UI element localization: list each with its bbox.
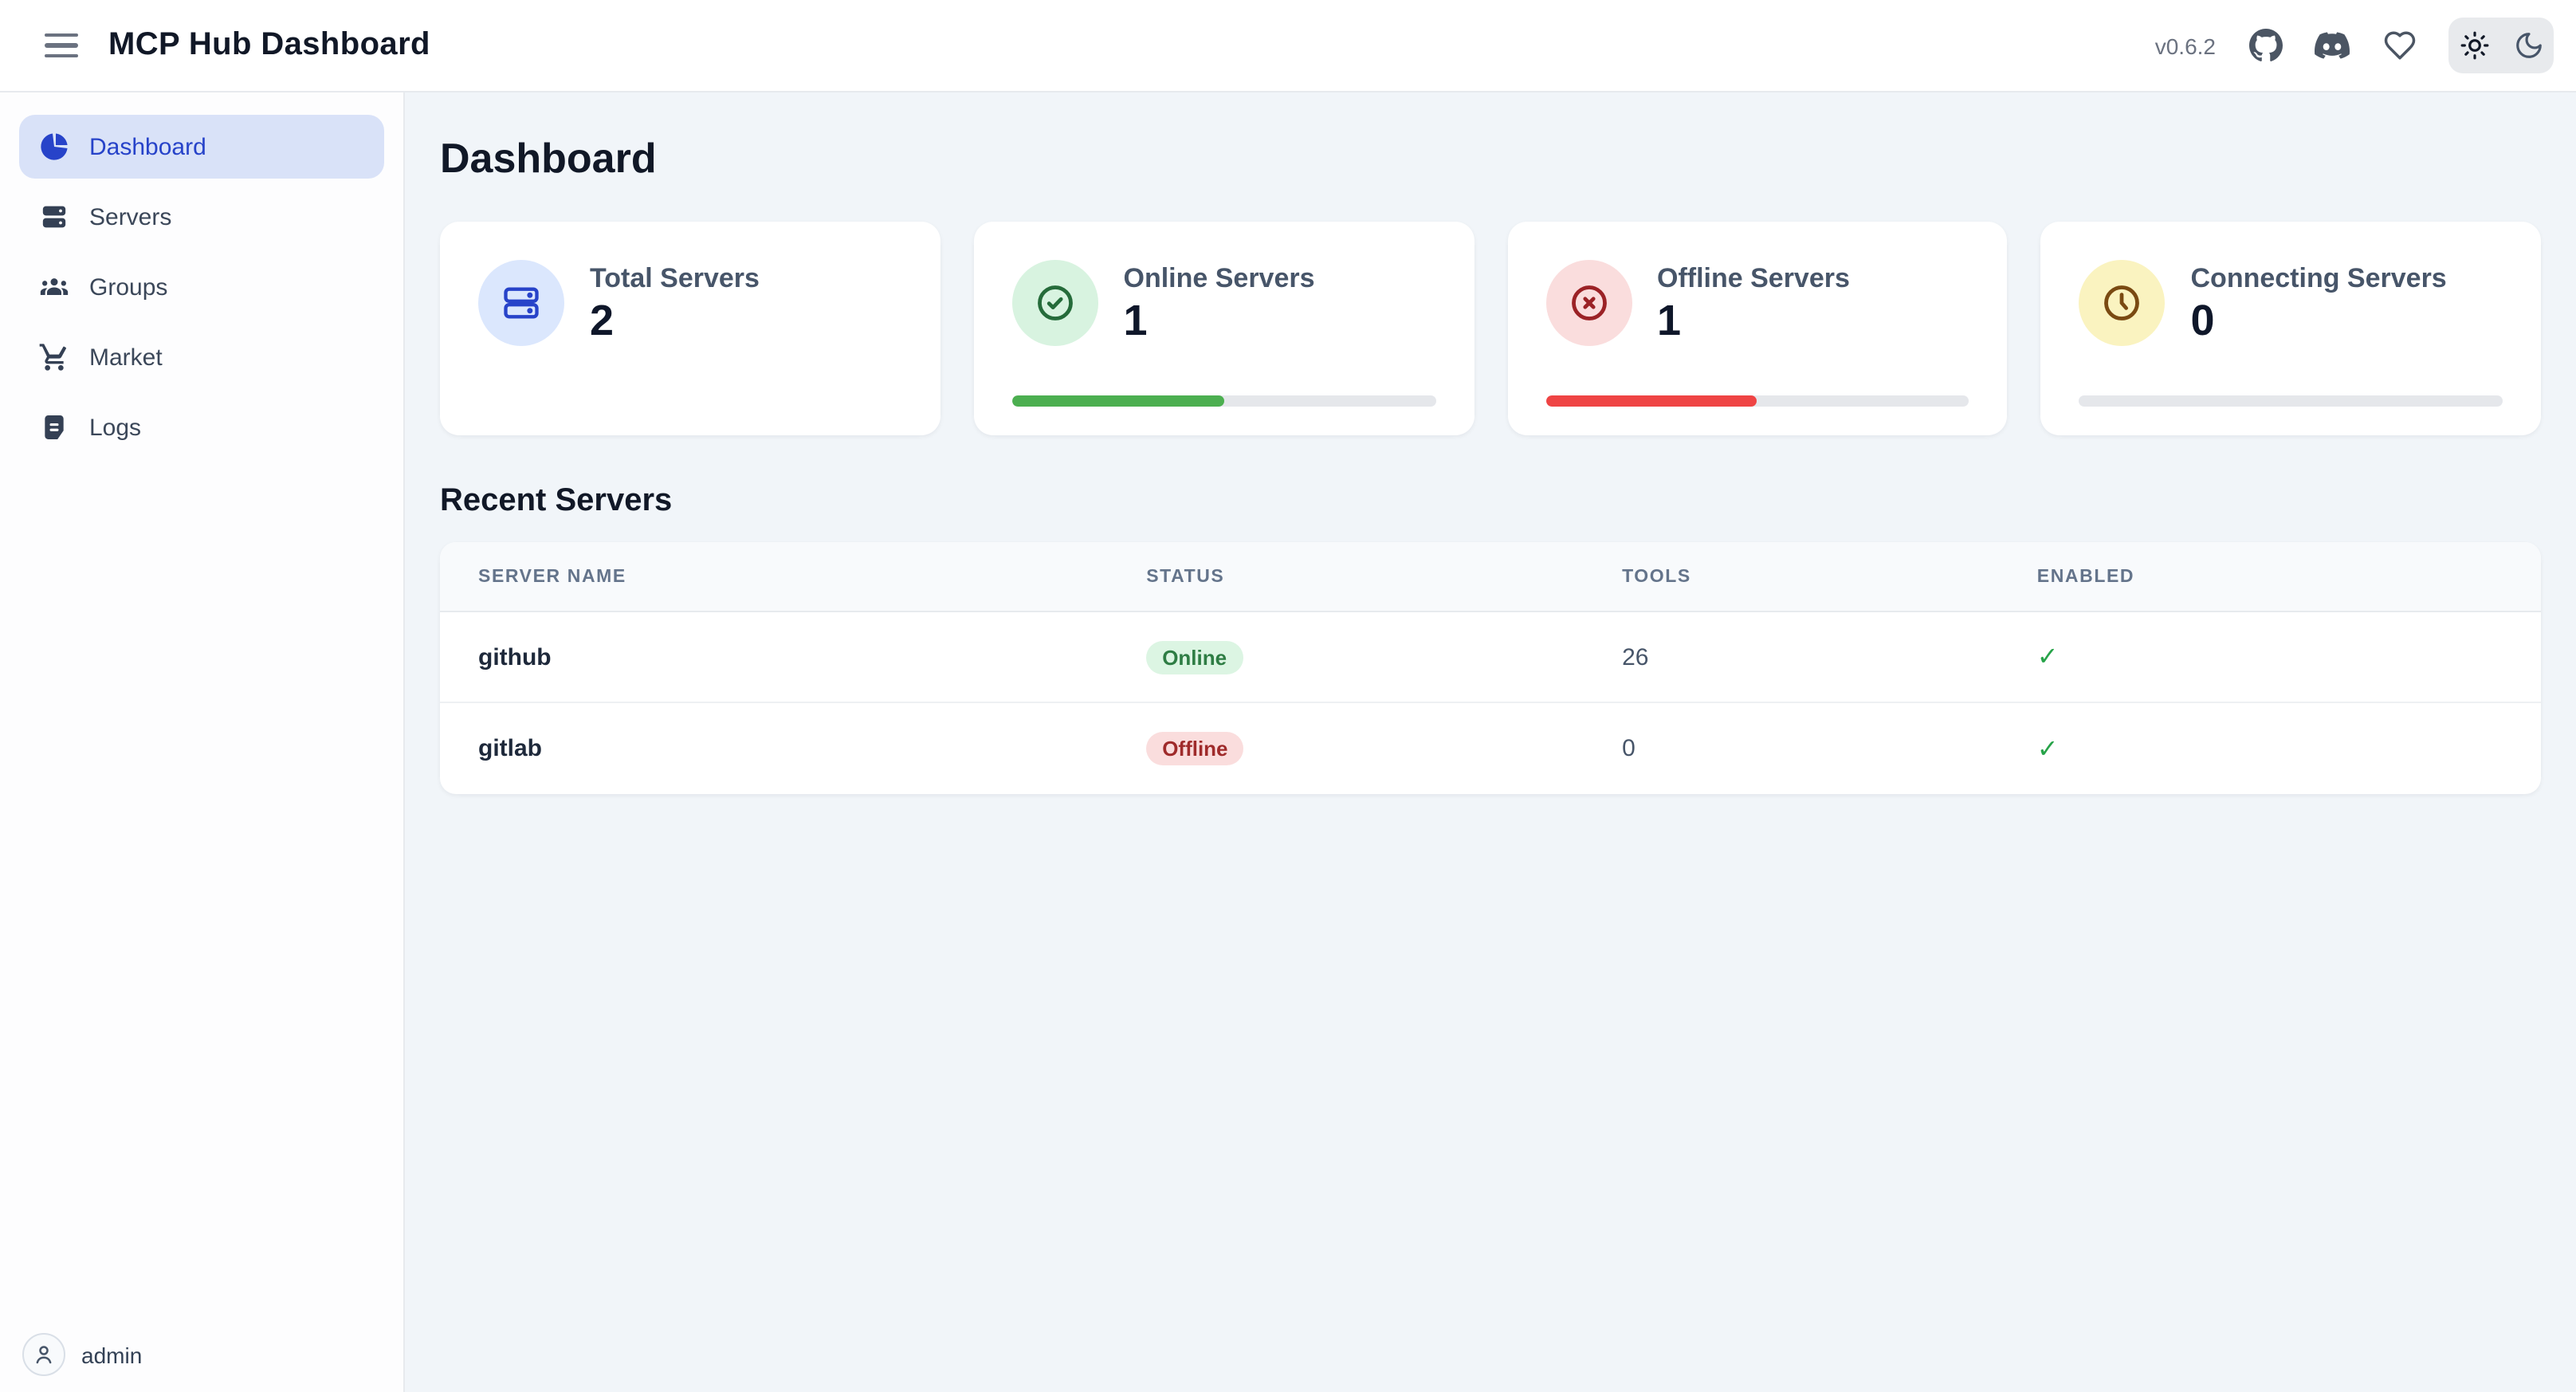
moon-icon [2513,30,2543,61]
heart-icon [2382,29,2416,62]
sidebar-item-servers[interactable]: Servers [19,185,384,249]
stat-card-total-servers: Total Servers 2 [440,222,940,435]
sidebar: Dashboard Servers Groups Market [0,92,405,1392]
sidebar-item-market[interactable]: Market [19,325,384,389]
shopping-cart-icon [38,341,70,373]
users-icon [38,271,70,303]
discord-icon [2315,32,2350,59]
stat-value: 1 [1657,297,1682,344]
sidebar-item-label: Servers [89,203,172,230]
col-status: Status [1146,567,1225,586]
table-header-row: Server Name Status Tools Enabled [440,542,2541,612]
stat-label: Total Servers [590,263,760,293]
col-tools: Tools [1622,567,1691,586]
sidebar-item-label: Dashboard [89,133,206,160]
offline-progress-fill [1545,395,1757,407]
dark-theme-button[interactable] [2509,26,2547,65]
col-enabled: Enabled [2036,567,2135,586]
offline-progress-track [1545,395,1969,407]
sun-icon [2459,30,2489,61]
menu-button[interactable] [35,18,89,73]
stat-card-online-servers: Online Servers 1 [973,222,1474,435]
github-link[interactable] [2244,25,2286,66]
status-badge: Offline [1146,732,1244,765]
sidebar-item-label: Groups [89,273,168,301]
stat-label: Offline Servers [1657,263,1850,293]
light-theme-button[interactable] [2455,26,2493,65]
avatar [22,1333,65,1376]
sidebar-item-groups[interactable]: Groups [19,255,384,319]
hamburger-icon [45,33,78,37]
stat-card-connecting-servers: Connecting Servers 0 [2040,222,2541,435]
sidebar-item-label: Market [89,344,163,371]
user-name: admin [81,1342,143,1367]
version-label: v0.6.2 [2154,33,2216,58]
app-title: MCP Hub Dashboard [108,27,430,62]
connecting-progress-track [2079,395,2503,407]
sidebar-item-dashboard[interactable]: Dashboard [19,115,384,179]
stat-cards: Total Servers 2 Online Servers 1 [440,222,2541,435]
server-outline-icon [478,260,564,346]
user-menu[interactable]: admin [22,1333,142,1376]
theme-toggle [2448,18,2554,73]
enabled-check-icon: ✓ [2036,644,2059,671]
tools-count: 26 [1622,643,1649,670]
online-progress-track [1011,395,1435,407]
stat-value: 1 [1123,297,1148,344]
stat-label: Connecting Servers [2190,263,2447,293]
sidebar-item-label: Logs [89,414,142,441]
stat-value: 0 [2190,297,2215,344]
circle-x-icon [1545,260,1632,346]
stat-label: Online Servers [1123,263,1315,293]
stat-card-offline-servers: Offline Servers 1 [1507,222,2008,435]
document-icon [38,411,70,443]
online-progress-fill [1011,395,1224,407]
pie-chart-icon [38,131,70,163]
circle-check-icon [1011,260,1098,346]
server-name: github [478,643,552,670]
recent-servers-title: Recent Servers [440,483,673,518]
clock-icon [2079,260,2166,346]
server-icon [38,201,70,233]
main-content: Dashboard Total Servers 2 [405,92,2576,1392]
table-row-gitlab: gitlab Offline 0 ✓ [440,703,2541,794]
person-icon [32,1343,56,1366]
server-name: gitlab [478,735,542,762]
top-bar: MCP Hub Dashboard v0.6.2 [0,0,2576,92]
recent-servers-table: Server Name Status Tools Enabled github … [440,542,2541,794]
stat-value: 2 [590,297,615,344]
github-icon [2248,29,2282,62]
tools-count: 0 [1622,735,1636,762]
status-badge: Online [1146,640,1243,674]
enabled-check-icon: ✓ [2036,736,2059,763]
table-row-github: github Online 26 ✓ [440,612,2541,703]
discord-link[interactable] [2311,25,2353,66]
col-server-name: Server Name [478,567,626,586]
sponsor-button[interactable] [2378,25,2420,66]
sidebar-item-logs[interactable]: Logs [19,395,384,459]
page-title: Dashboard [440,134,657,182]
